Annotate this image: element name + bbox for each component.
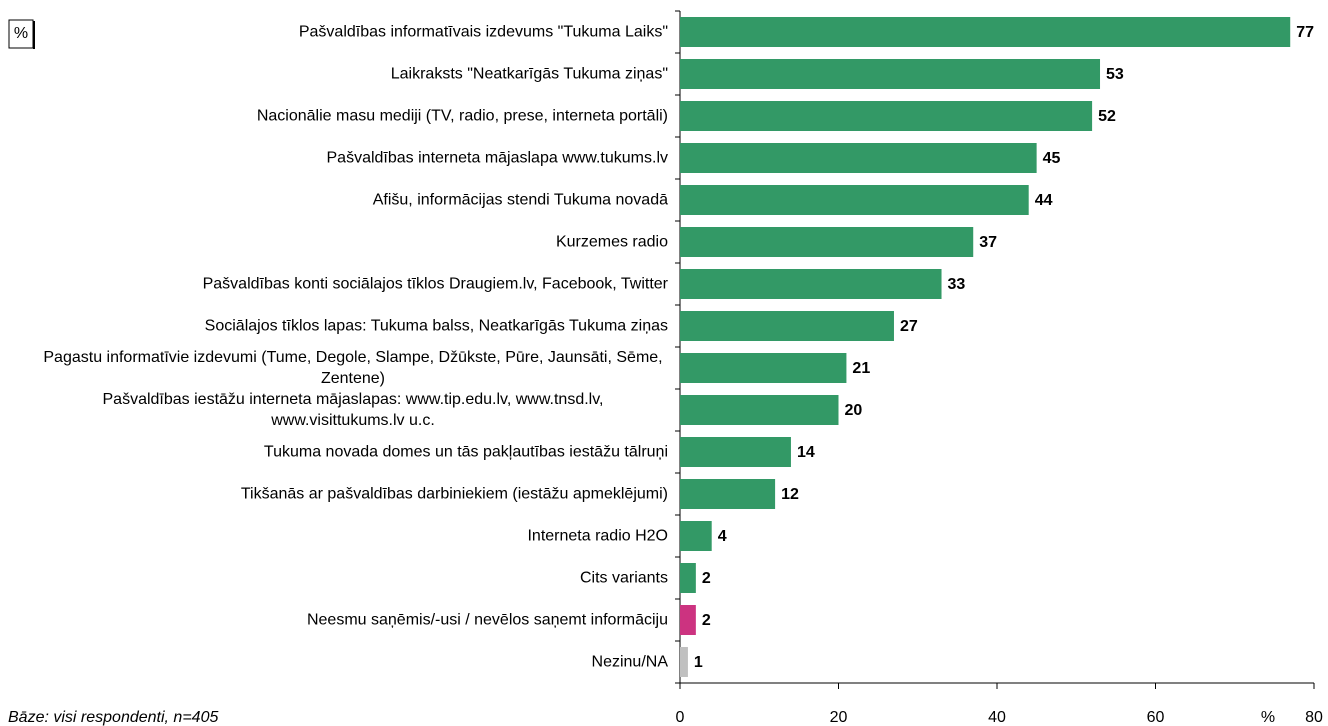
- value-label: 14: [797, 444, 815, 461]
- bar: [680, 647, 688, 677]
- value-label: 77: [1296, 24, 1314, 41]
- category-label: Pašvaldības iestāžu interneta mājaslapas…: [102, 391, 604, 429]
- category-label: Nacionālie masu mediji (TV, radio, prese…: [256, 107, 668, 125]
- value-label: 4: [718, 528, 727, 545]
- x-tick-label: 20: [830, 709, 848, 726]
- category-label: Laikraksts "Neatkarīgās Tukuma ziņas": [390, 65, 668, 83]
- bar: [680, 185, 1029, 215]
- category-row: Pašvaldības konti sociālajos tīklos Drau…: [8, 274, 668, 295]
- value-label: 27: [900, 318, 918, 335]
- footnote: Bāze: visi respondenti, n=405: [8, 709, 218, 726]
- category-row: Pašvaldības interneta mājaslapa www.tuku…: [8, 148, 669, 169]
- bar: [680, 17, 1291, 47]
- x-tick-label: 0: [676, 709, 685, 726]
- unit-box: [8, 19, 34, 49]
- category-label: Pašvaldības informatīvais izdevums "Tuku…: [298, 23, 668, 41]
- category-row: Afišu, informācijas stendi Tukuma novadā: [8, 190, 668, 211]
- category-row: Tukuma novada domes un tās pakļautības i…: [8, 442, 668, 463]
- bar: [680, 59, 1101, 89]
- value-label: 2: [702, 570, 711, 587]
- value-label: 21: [852, 360, 870, 377]
- category-label: Pašvaldības konti sociālajos tīklos Drau…: [202, 275, 668, 293]
- category-label: Pašvaldības interneta mājaslapa www.tuku…: [326, 149, 669, 167]
- bar: [680, 605, 696, 635]
- category-row: Pašvaldības informatīvais izdevums "Tuku…: [8, 22, 668, 43]
- category-row: Laikraksts "Neatkarīgās Tukuma ziņas": [8, 64, 668, 85]
- bar: [680, 395, 839, 425]
- value-label: 33: [948, 276, 966, 293]
- bar: [680, 479, 776, 509]
- category-row: Nezinu/NA: [8, 652, 668, 673]
- category-label: Sociālajos tīklos lapas: Tukuma balss, N…: [204, 317, 668, 335]
- value-label: 37: [979, 234, 997, 251]
- category-label: Tukuma novada domes un tās pakļautības i…: [263, 443, 668, 461]
- category-label: Pagastu informatīvie izdevumi (Tume, Deg…: [43, 349, 663, 387]
- bar: [680, 437, 791, 467]
- bar: [680, 353, 847, 383]
- bar: [680, 311, 894, 341]
- x-tick-label: 60: [1147, 709, 1165, 726]
- category-row: Nacionālie masu mediji (TV, radio, prese…: [8, 106, 668, 127]
- x-tick-label: 80: [1305, 709, 1323, 726]
- value-label: 44: [1035, 192, 1053, 209]
- category-row: Kurzemes radio: [8, 232, 668, 253]
- category-row: Pašvaldības iestāžu interneta mājaslapas…: [8, 389, 668, 431]
- category-row: Tikšanās ar pašvaldības darbiniekiem (ie…: [8, 484, 668, 505]
- category-row: Pagastu informatīvie izdevumi (Tume, Deg…: [8, 347, 668, 389]
- value-label: 20: [845, 402, 863, 419]
- category-label: Kurzemes radio: [555, 233, 668, 251]
- value-label: 45: [1043, 150, 1061, 167]
- category-row: Cits variants: [8, 568, 668, 589]
- bar: [680, 101, 1093, 131]
- value-label: 2: [702, 612, 711, 629]
- category-row: Interneta radio H2O: [8, 526, 668, 547]
- unit-box-label: %: [14, 25, 28, 42]
- category-label: Cits variants: [579, 569, 668, 587]
- category-label: Afišu, informācijas stendi Tukuma novadā: [372, 191, 668, 209]
- value-label: 53: [1106, 66, 1124, 83]
- category-row: Sociālajos tīklos lapas: Tukuma balss, N…: [8, 316, 668, 337]
- category-label: Tikšanās ar pašvaldības darbiniekiem (ie…: [240, 485, 668, 503]
- x-axis-label: %: [1261, 709, 1275, 726]
- bar: [680, 227, 974, 257]
- bar: [680, 143, 1037, 173]
- category-row: Neesmu saņēmis/-usi / nevēlos saņemt inf…: [8, 610, 668, 631]
- value-label: 12: [781, 486, 799, 503]
- category-label: Neesmu saņēmis/-usi / nevēlos saņemt inf…: [306, 611, 668, 629]
- bar: [680, 269, 942, 299]
- bar: [680, 521, 712, 551]
- value-label: 52: [1098, 108, 1116, 125]
- value-label: 1: [694, 654, 703, 671]
- category-label: Interneta radio H2O: [527, 527, 668, 545]
- bar: [680, 563, 696, 593]
- x-tick-label: 40: [988, 709, 1006, 726]
- category-label: Nezinu/NA: [591, 653, 668, 671]
